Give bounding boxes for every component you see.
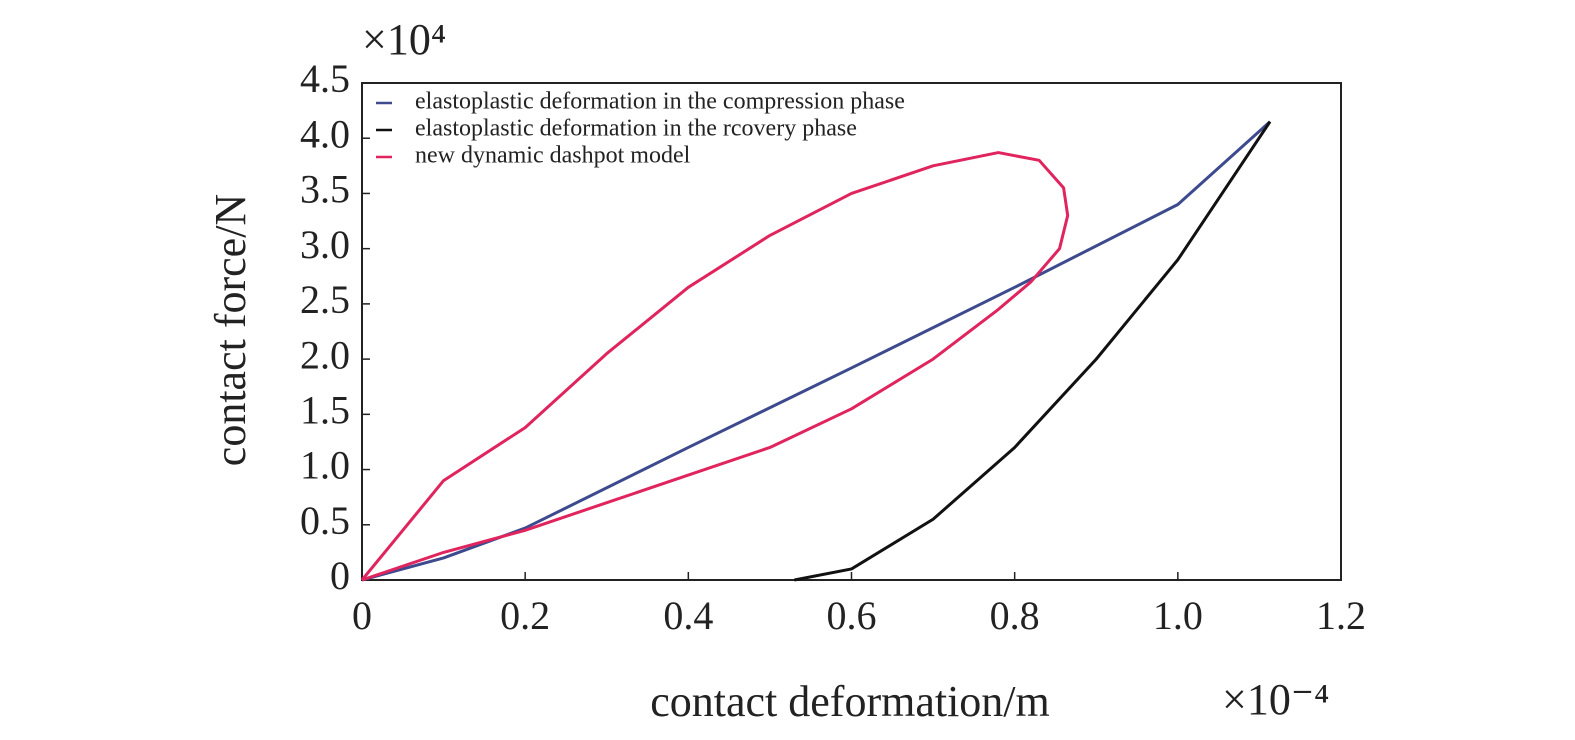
x-tick-label: 1.2	[1316, 593, 1366, 638]
series-line	[361, 120, 1272, 582]
y-tick-label: 2.5	[300, 277, 350, 322]
legend-label: new dynamic dashpot model	[415, 143, 691, 169]
x-multiplier: ×10⁻⁴	[1222, 675, 1329, 724]
legend-label: elastoplastic deformation in the rcovery…	[415, 116, 857, 142]
y-multiplier: ×10⁴	[362, 15, 446, 64]
series-line	[360, 151, 1070, 582]
y-tick-label: 1.5	[300, 388, 350, 433]
x-tick-label: 0.8	[990, 593, 1040, 638]
x-tick-label: 1.0	[1153, 593, 1203, 638]
x-axis-title: contact deformation/m	[650, 677, 1050, 726]
x-tick-label: 0.2	[500, 593, 550, 638]
legend-label: elastoplastic deformation in the compres…	[415, 89, 905, 115]
series-line	[794, 120, 1272, 582]
y-tick-label: 3.5	[300, 167, 350, 212]
x-tick-label: 0.6	[827, 593, 877, 638]
y-tick-label: 0.5	[300, 498, 350, 543]
y-tick-label: 4.5	[300, 56, 350, 101]
y-tick-label: 2.0	[300, 332, 350, 377]
y-tick-label: 0	[330, 553, 350, 598]
x-tick-label: 0.4	[663, 593, 713, 638]
y-axis-title: contact force/N	[206, 194, 255, 466]
y-tick-label: 4.0	[300, 111, 350, 156]
y-tick-label: 1.0	[300, 443, 350, 488]
y-tick-label: 3.0	[300, 222, 350, 267]
x-tick-label: 0	[352, 593, 372, 638]
